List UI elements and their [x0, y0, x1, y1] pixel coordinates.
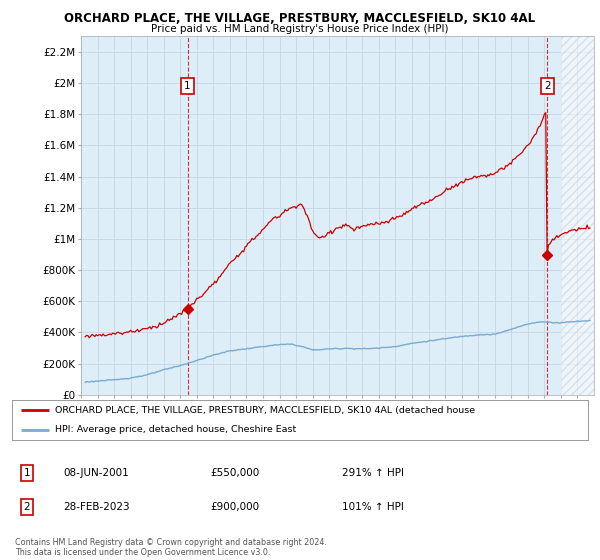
Text: Price paid vs. HM Land Registry's House Price Index (HPI): Price paid vs. HM Land Registry's House … — [151, 24, 449, 34]
Text: Contains HM Land Registry data © Crown copyright and database right 2024.
This d: Contains HM Land Registry data © Crown c… — [15, 538, 327, 557]
Text: 1: 1 — [23, 468, 31, 478]
Text: £900,000: £900,000 — [210, 502, 259, 512]
Text: 28-FEB-2023: 28-FEB-2023 — [63, 502, 130, 512]
Text: 2: 2 — [544, 81, 550, 91]
Text: 2: 2 — [23, 502, 31, 512]
Text: 08-JUN-2001: 08-JUN-2001 — [63, 468, 129, 478]
Text: £550,000: £550,000 — [210, 468, 259, 478]
Text: 1: 1 — [184, 81, 191, 91]
Text: 291% ↑ HPI: 291% ↑ HPI — [342, 468, 404, 478]
Bar — [561, 36, 594, 395]
Text: HPI: Average price, detached house, Cheshire East: HPI: Average price, detached house, Ches… — [55, 425, 296, 435]
Text: 101% ↑ HPI: 101% ↑ HPI — [342, 502, 404, 512]
Text: ORCHARD PLACE, THE VILLAGE, PRESTBURY, MACCLESFIELD, SK10 4AL (detached house: ORCHARD PLACE, THE VILLAGE, PRESTBURY, M… — [55, 405, 475, 415]
Text: ORCHARD PLACE, THE VILLAGE, PRESTBURY, MACCLESFIELD, SK10 4AL: ORCHARD PLACE, THE VILLAGE, PRESTBURY, M… — [64, 12, 536, 25]
